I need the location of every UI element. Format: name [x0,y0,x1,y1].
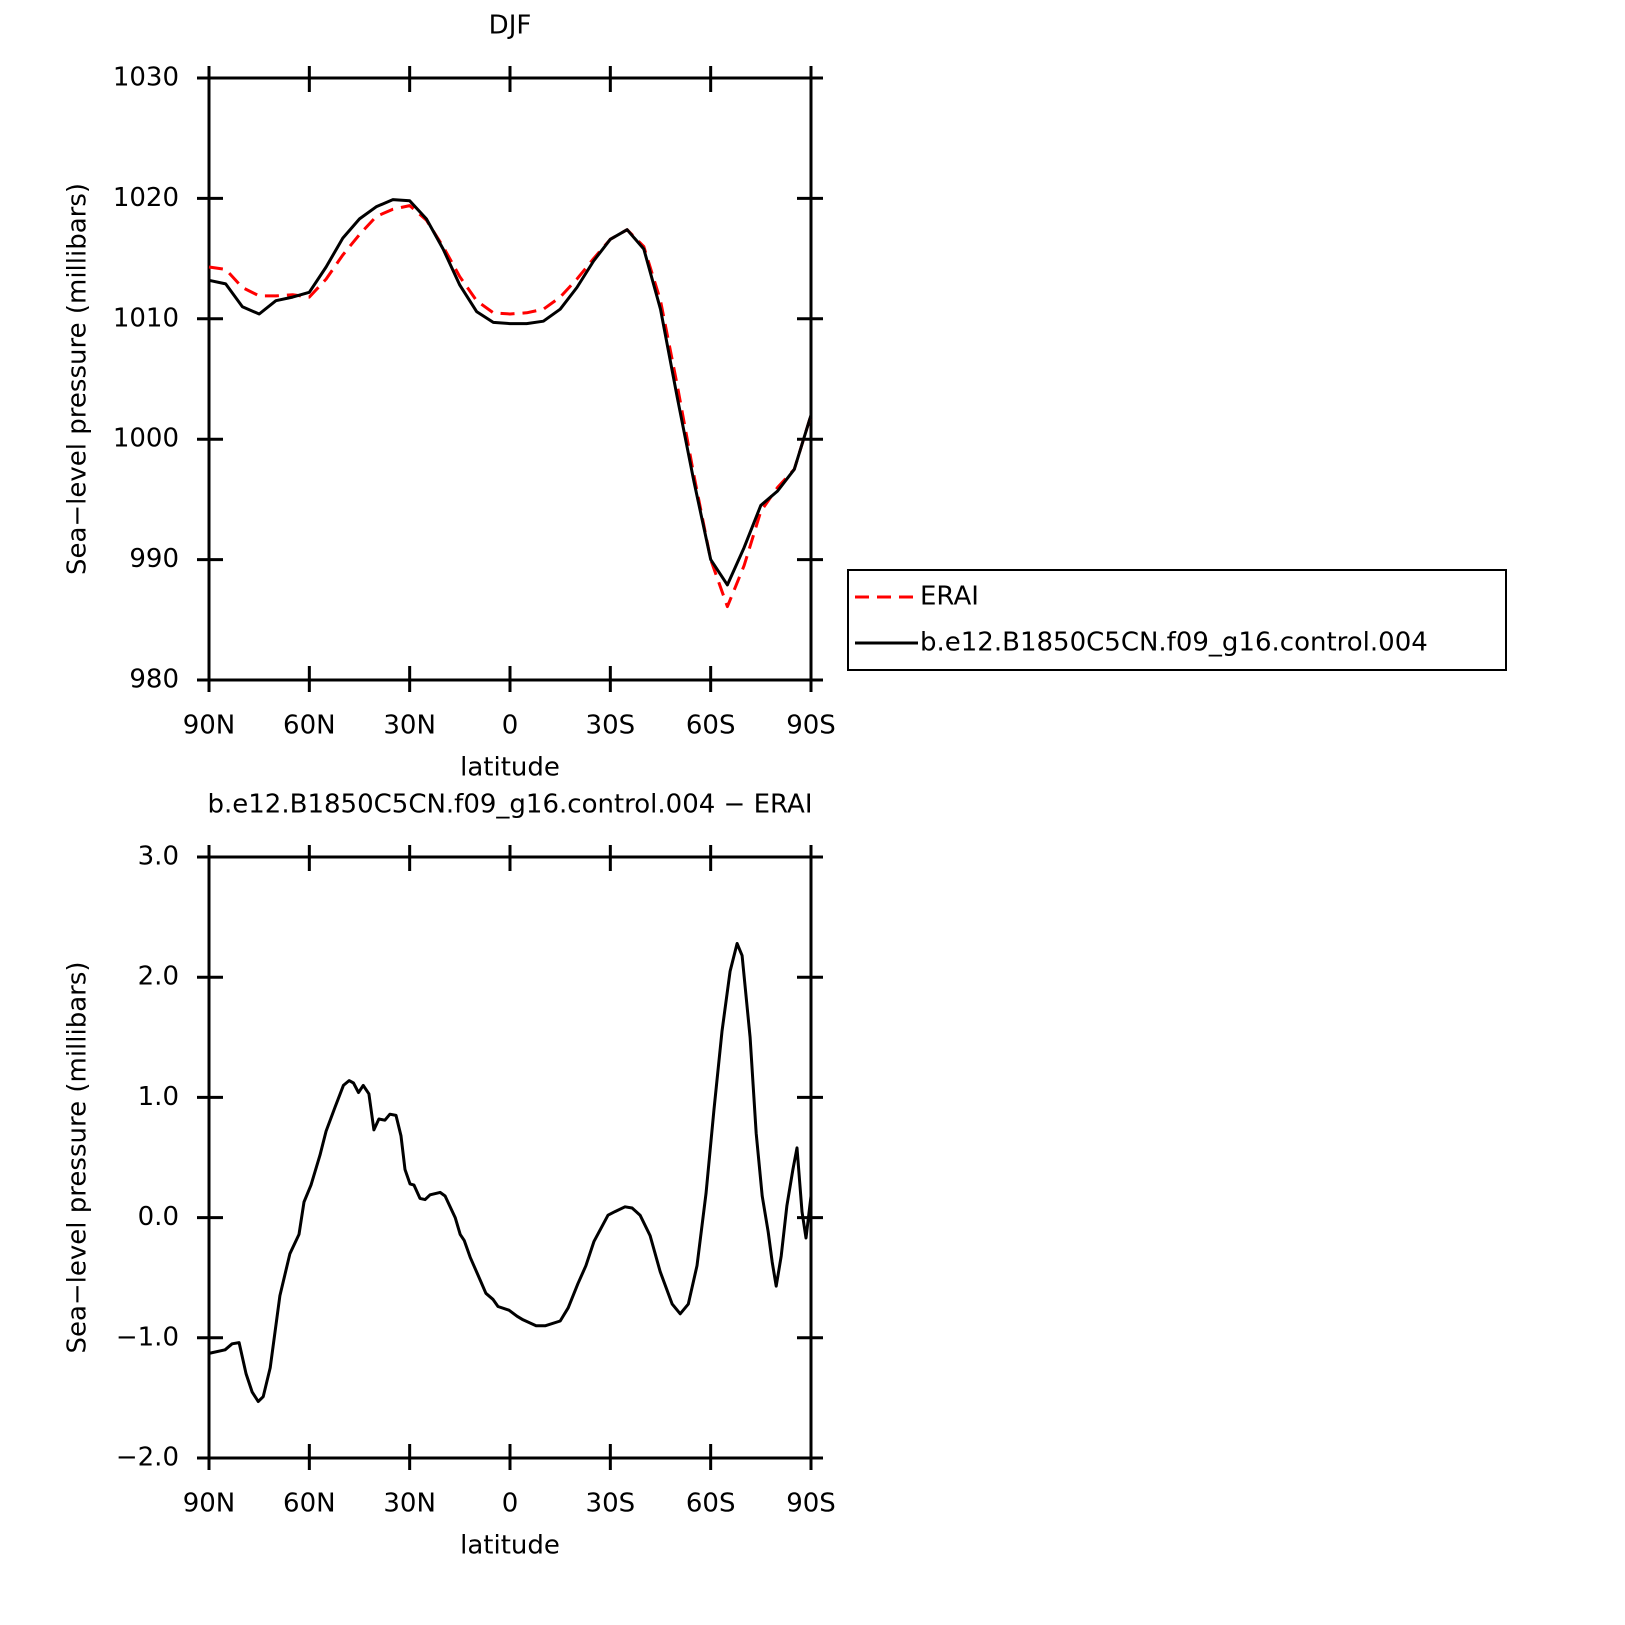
y-tick-label: 1010 [113,303,179,333]
data-line [208,942,813,1403]
plot-frame [207,855,813,1460]
y-tick-label: −2.0 [116,1443,179,1473]
y-tick-label: 1.0 [138,1082,179,1112]
data-line [208,204,813,609]
x-tick-label: 30N [383,711,436,741]
chart-title: b.e12.B1850C5CN.f09_g16.control.004 − ER… [208,790,813,820]
x-tick-label: 90S [786,711,836,741]
y-tick-label: 3.0 [138,842,179,872]
x-tick-label: 30S [586,711,636,741]
x-tick-label: 60S [686,711,736,741]
x-tick-label: 90N [183,1489,236,1519]
x-tick-label: 60S [686,1489,736,1519]
y-tick-label: 1020 [113,183,179,213]
x-tick-label: 90S [786,1489,836,1519]
x-axis-label: latitude [460,753,560,783]
y-tick-label: 0.0 [138,1202,179,1232]
legend-label: b.e12.B1850C5CN.f09_g16.control.004 [920,628,1428,658]
y-tick-label: 1000 [113,424,179,454]
y-axis-label: Sea−level pressure (millibars) [63,961,93,1353]
y-axis-label: Sea−level pressure (millibars) [63,183,93,575]
x-tick-label: 90N [183,711,236,741]
x-tick-label: 0 [502,711,519,741]
y-tick-label: 2.0 [138,962,179,992]
y-tick-label: 1030 [113,63,179,93]
y-tick-label: 990 [129,544,179,574]
x-tick-label: 30S [586,1489,636,1519]
x-axis-label: latitude [460,1531,560,1561]
y-tick-label: −1.0 [116,1322,179,1352]
x-tick-label: 60N [283,711,336,741]
chart-title: DJF [489,11,532,41]
x-tick-label: 30N [383,1489,436,1519]
legend-label: ERAI [920,582,979,612]
x-tick-label: 60N [283,1489,336,1519]
data-line [208,198,813,587]
legend-box [847,569,1507,671]
x-tick-label: 0 [502,1489,519,1519]
y-tick-label: 980 [129,665,179,695]
